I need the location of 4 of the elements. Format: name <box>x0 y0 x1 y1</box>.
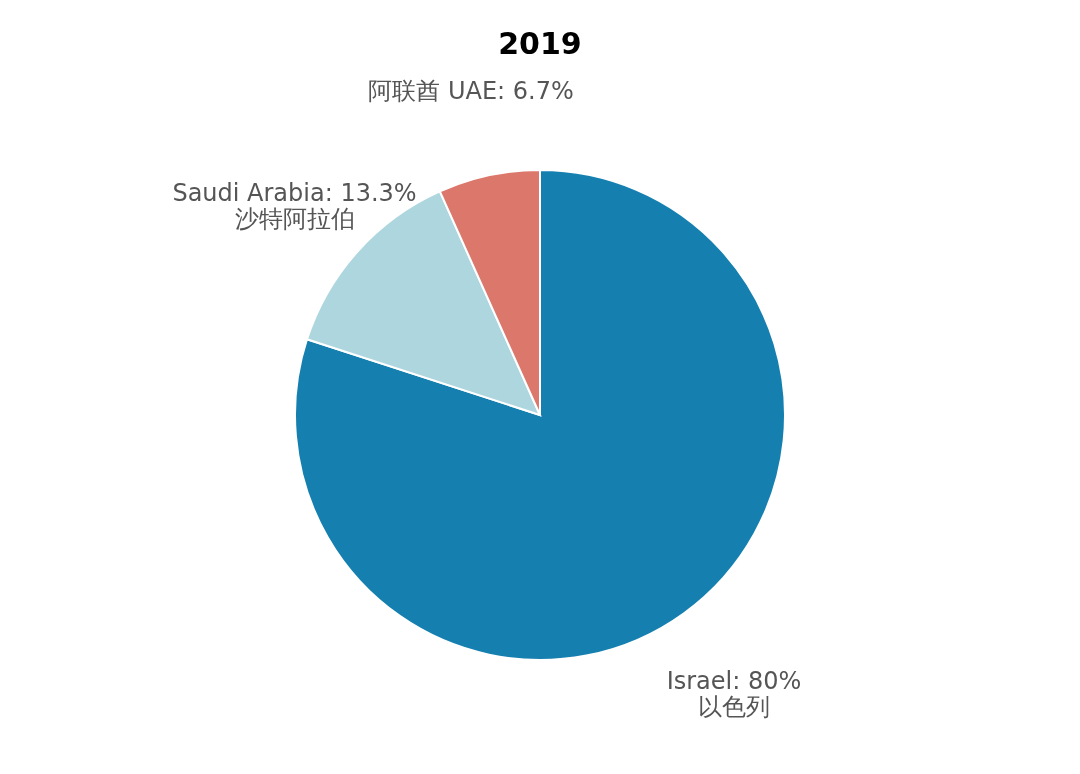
chart-title: 2019 <box>498 26 582 62</box>
slice-label: Saudi Arabia: 13.3% 沙特阿拉伯 <box>172 179 417 234</box>
slice-label: 阿联酋 UAE: 6.7% <box>368 77 574 106</box>
slice-label: Israel: 80% 以色列 <box>666 666 802 721</box>
